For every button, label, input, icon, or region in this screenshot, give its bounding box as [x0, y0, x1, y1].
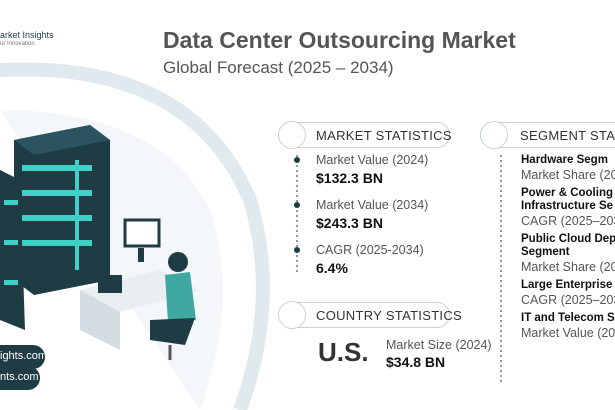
segment-label: Market Share (20 [521, 260, 615, 274]
segment-name: IT and Telecom S [521, 312, 615, 324]
stat-value: 6.4% [316, 260, 348, 276]
segment-label: CAGR (2025–203 [521, 293, 615, 307]
brand-tagline: ur Innovation [0, 41, 35, 47]
segment-name: Large Enterprise [521, 279, 613, 291]
segment-label: Market Share (20 [521, 168, 615, 182]
segment-name: Public Cloud Dep [521, 233, 615, 245]
stat-label: Market Value (2034) [316, 198, 429, 212]
segment-name: Power & Cooling [521, 187, 613, 199]
footer-link: ights.com [0, 350, 48, 362]
segment-label: CAGR (2025–203 [521, 214, 615, 228]
stat-label: Market Value (2024) [316, 153, 429, 167]
segment-name: Hardware Segm [521, 154, 608, 166]
icon [278, 121, 306, 149]
segment-name: Infrastructure Se [521, 200, 614, 212]
link-pill [0, 366, 40, 390]
title: Data Center Outsourcing Market [163, 27, 516, 53]
section-heading: COUNTRY STATISTICS [316, 308, 463, 323]
dot [294, 202, 300, 208]
desk [80, 218, 200, 360]
brand-name: arket Insights [0, 30, 54, 40]
stat-value: $132.3 BN [316, 170, 383, 186]
arc [0, 62, 270, 410]
server-rack-left [0, 170, 25, 330]
dot [294, 247, 300, 253]
segment-name: Segment [521, 246, 570, 258]
country: U.S. [318, 337, 369, 367]
stat-label: CAGR (2025-2034) [316, 243, 424, 257]
section-heading: SEGMENT STATI [520, 128, 615, 143]
stat-value: $34.8 BN [386, 354, 446, 370]
stat-value: $243.3 BN [316, 215, 383, 231]
server-rack [14, 125, 110, 295]
stat-label: Market Size (2024) [386, 338, 492, 352]
dot [294, 157, 300, 163]
footer-link: nts.com [0, 371, 39, 383]
icon [480, 121, 508, 149]
segment-label: Market Value (20 [521, 326, 615, 340]
subtitle: Global Forecast (2025 – 2034) [163, 58, 394, 77]
link-pill [0, 345, 45, 369]
icon [278, 301, 306, 329]
section-heading: MARKET STATISTICS [316, 128, 452, 143]
